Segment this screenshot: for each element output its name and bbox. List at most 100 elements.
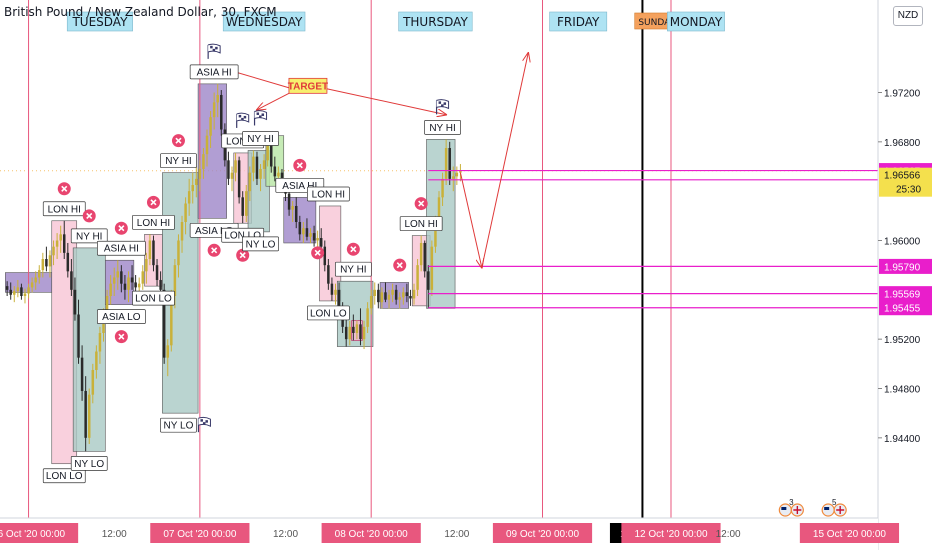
session-label-box [70, 228, 108, 244]
price-tick-label: 1.96800 [884, 138, 921, 149]
candle-body [205, 135, 209, 155]
session-label: ASIA LO [102, 312, 141, 323]
session-label-box [96, 240, 146, 256]
target-arrow [324, 87, 446, 114]
candle-body [294, 205, 298, 222]
candle-body [419, 242, 423, 266]
candle-body [127, 277, 130, 290]
price-line-axis-box [879, 300, 932, 316]
session-label: LON LO [46, 471, 83, 482]
close-x-mark [296, 162, 303, 169]
session-label-box [96, 309, 146, 324]
nz-canton [824, 507, 830, 510]
uk-cross [836, 506, 845, 514]
session-label-box [42, 201, 86, 217]
session-label-box [160, 153, 197, 169]
candle-body [387, 294, 391, 300]
candle-body [109, 283, 112, 296]
candle-body [184, 203, 187, 222]
candle-body [237, 160, 241, 198]
day-label: TUESDAY [71, 15, 128, 29]
candle-body [287, 193, 291, 210]
session-label-box [132, 290, 175, 306]
time-label: 06 Oct '20 00:00 [0, 529, 66, 540]
candle-body [41, 259, 45, 271]
candle-body [305, 228, 309, 237]
candle-body [45, 259, 48, 267]
close-x-icon [346, 242, 360, 256]
candle-body [248, 172, 252, 192]
close-x-icon [114, 330, 128, 344]
close-x-icon [311, 246, 325, 260]
time-label-box [621, 523, 721, 543]
candle-body [187, 191, 191, 204]
flag-square [202, 422, 206, 425]
time-label-box [799, 523, 900, 543]
time-label: 12:00 [273, 529, 298, 540]
day-label-box [398, 11, 473, 32]
candle-body [273, 166, 277, 177]
candle-body [70, 271, 73, 290]
session-label: ASIA HI [197, 67, 232, 78]
candle-body [291, 205, 294, 210]
candle-body [337, 289, 341, 309]
candle-body [262, 160, 266, 169]
flag-cloth [198, 416, 211, 427]
close-x-mark [86, 212, 93, 219]
session-label-box [242, 131, 279, 146]
candle-body [30, 282, 34, 288]
nz-canton [781, 507, 787, 510]
close-x-mark [239, 252, 246, 259]
session-label-box [399, 216, 443, 231]
candle-body [145, 259, 148, 272]
candle-body [298, 222, 302, 235]
candle-body [38, 270, 41, 278]
candle-body [16, 287, 20, 292]
session-label: NY HI [247, 134, 274, 145]
time-axis-bg [0, 518, 878, 550]
candle-body [334, 289, 337, 295]
session-label: NY LO [246, 239, 276, 250]
candle-body [427, 271, 430, 290]
candle-body [362, 326, 366, 340]
session-label: ASIA HI [104, 244, 139, 255]
candle-body [394, 289, 398, 300]
economic-event-icon: 3 [778, 498, 804, 517]
symbol-title: British Pound / New Zealand Dollar, 30, … [4, 5, 277, 19]
flag-cloth [436, 99, 450, 110]
candle-body [52, 246, 55, 256]
flag-square [443, 102, 447, 105]
time-label-box [150, 523, 250, 543]
current-price-label: 1.96566 [884, 171, 921, 182]
day-label: FRIDAY [557, 15, 600, 29]
candle-body [319, 238, 323, 247]
candle-body [373, 289, 377, 296]
target-arrow [257, 91, 292, 109]
candle-body [227, 160, 230, 179]
session-label-box [160, 417, 197, 433]
price-line-axis-label: 1.95790 [884, 262, 921, 273]
session-label-box [307, 305, 350, 321]
candle-body [277, 172, 280, 177]
currency-button[interactable]: NZD [893, 6, 923, 26]
candle-body [87, 394, 91, 438]
target-label: TARGET [288, 81, 328, 92]
price-line-axis-box [879, 258, 932, 274]
day-label: THURSDAY [402, 15, 468, 29]
time-label-box [321, 523, 421, 543]
day-label-box [549, 11, 608, 32]
candle-body [173, 265, 177, 296]
candle-body [130, 277, 134, 283]
candle-body [77, 314, 80, 358]
day-label-box [222, 11, 306, 32]
price-axis-bg [878, 0, 932, 550]
candle-body [209, 117, 212, 136]
day-label-box [66, 11, 133, 32]
candle-body [259, 168, 262, 179]
checkered-flag-icon [435, 99, 450, 115]
candle-body [148, 240, 152, 259]
time-label: 08 Oct '20 00:00 [335, 529, 409, 540]
candle-body [123, 283, 127, 290]
close-x-icon [114, 221, 128, 235]
